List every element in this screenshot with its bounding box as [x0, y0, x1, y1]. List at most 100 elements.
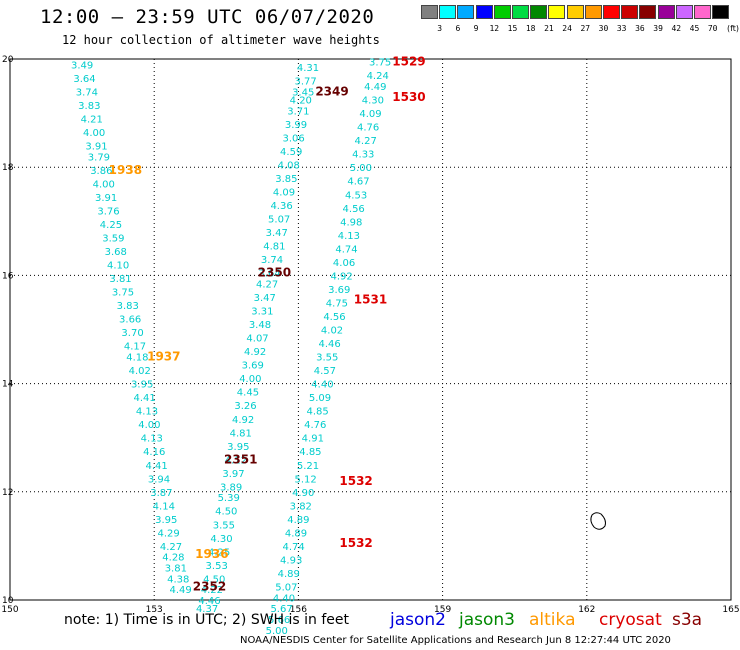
swh-value: 4.06	[333, 258, 355, 269]
pass-time-label: 1532	[339, 536, 372, 550]
swh-value: 5.07	[275, 582, 297, 593]
swh-value: 4.37	[196, 604, 218, 615]
swh-value: 4.76	[357, 123, 379, 134]
swh-value: 5.21	[297, 461, 319, 472]
pass-time-label: 1532	[339, 474, 372, 488]
swh-value: 4.00	[83, 128, 105, 139]
swh-value: 4.02	[129, 366, 151, 377]
swh-value: 4.27	[160, 542, 182, 553]
pass-time-label: 1936	[195, 547, 228, 561]
swh-value: 4.50	[203, 574, 225, 585]
swh-value: 3.81	[109, 274, 131, 285]
swh-value: 3.76	[97, 206, 119, 217]
pass-time-label: 1937	[147, 350, 180, 364]
colorbar-swatch	[621, 5, 639, 19]
island-outline	[590, 512, 606, 530]
swh-value: 4.20	[290, 96, 312, 107]
colorbar-swatch	[694, 5, 711, 19]
colorbar-swatch	[457, 5, 475, 19]
swh-value: 4.10	[107, 261, 129, 272]
swh-value: 3.31	[251, 307, 273, 318]
colorbar-label: 18	[525, 24, 536, 33]
swh-value: 4.46	[198, 596, 220, 607]
colorbar-swatch	[584, 5, 602, 19]
legend-s3a: s3a	[672, 610, 703, 630]
swh-value: 3.06	[282, 133, 304, 144]
swh-value: 4.22	[201, 585, 223, 596]
swh-value: 5.00	[350, 163, 372, 174]
swh-value: 5.09	[309, 393, 331, 404]
colorbar-label: 24	[562, 24, 572, 33]
swh-value: 4.09	[273, 188, 295, 199]
swh-value: 3.75	[369, 58, 391, 69]
y-tick-label: 16	[2, 271, 14, 281]
y-tick-label: 12	[2, 488, 13, 498]
x-tick-label: 156	[290, 605, 307, 615]
colorbar-label: 3	[437, 24, 443, 33]
swh-value: 4.76	[304, 420, 326, 431]
swh-value: 5.12	[294, 474, 316, 485]
colorbar-swatch	[712, 5, 730, 19]
swh-value: 4.12	[225, 455, 247, 466]
colorbar-swatch	[675, 5, 693, 19]
swh-value: 3.74	[76, 87, 98, 98]
swh-value: 4.92	[232, 415, 254, 426]
colorbar-label: 6	[455, 24, 461, 33]
swh-value: 4.74	[335, 244, 357, 255]
swh-value: 3.68	[105, 247, 127, 258]
swh-value: 4.36	[270, 201, 292, 212]
swh-value: 4.28	[162, 553, 184, 564]
swh-value: 4.75	[326, 298, 348, 309]
swh-value: 3.77	[294, 77, 316, 88]
colorbar-swatch	[603, 5, 620, 19]
pass-time-label: 1530	[392, 90, 425, 104]
swh-value: 4.08	[278, 160, 300, 171]
swh-value: 3.82	[290, 501, 312, 512]
colorbar-swatch	[657, 5, 675, 19]
pass-time-label: 1529	[392, 55, 425, 69]
swh-value: 5.66	[268, 615, 290, 626]
swh-value: 3.79	[88, 152, 110, 163]
swh-value: 4.93	[280, 555, 302, 566]
swh-value: 4.25	[100, 220, 122, 231]
swh-value: 3.83	[78, 101, 100, 112]
colorbar-swatch	[475, 5, 493, 19]
swh-value: 3.70	[121, 328, 143, 339]
swh-value: 3.81	[165, 564, 187, 575]
colorbar-label: 12	[489, 24, 500, 33]
y-tick-label: 14	[2, 380, 14, 390]
swh-value: 4.24	[367, 71, 389, 82]
swh-value: 3.95	[131, 380, 153, 391]
swh-value: 5.07	[268, 215, 290, 226]
colorbar-swatch	[439, 5, 457, 19]
swh-value: 4.81	[263, 242, 285, 253]
footer-note: note: 1) Time is in UTC; 2) SWH is in fe…	[64, 612, 350, 628]
x-tick-label: 165	[722, 605, 739, 615]
swh-value: 3.45	[292, 87, 314, 98]
swh-value: 4.13	[141, 434, 163, 445]
swh-value: 3.66	[119, 315, 141, 326]
swh-value: 5.00	[266, 626, 288, 637]
swh-value: 3.97	[222, 469, 244, 480]
colorbar-swatch	[421, 5, 438, 19]
swh-value: 4.56	[343, 204, 365, 215]
swh-value: 4.89	[287, 515, 309, 526]
colorbar-label: 15	[507, 24, 518, 33]
swh-value: 4.98	[340, 217, 362, 228]
swh-value: 4.49	[364, 82, 386, 93]
pass-time-label: 2349	[315, 84, 348, 98]
colorbar-swatch	[566, 5, 584, 19]
x-tick-label: 159	[434, 605, 451, 615]
colorbar-label: 9	[473, 24, 479, 33]
swh-value: 3.89	[220, 482, 242, 493]
swh-value: 3.75	[112, 288, 134, 299]
swh-value: 4.41	[133, 393, 155, 404]
swh-value: 3.47	[266, 228, 288, 239]
swh-value: 4.89	[278, 569, 300, 580]
swh-value: 3.99	[285, 120, 307, 131]
swh-value: 3.91	[95, 193, 117, 204]
swh-value: 4.00	[93, 179, 115, 190]
swh-value: 4.67	[347, 177, 369, 188]
swh-value: 3.83	[117, 301, 139, 312]
swh-value: 4.13	[136, 407, 158, 418]
